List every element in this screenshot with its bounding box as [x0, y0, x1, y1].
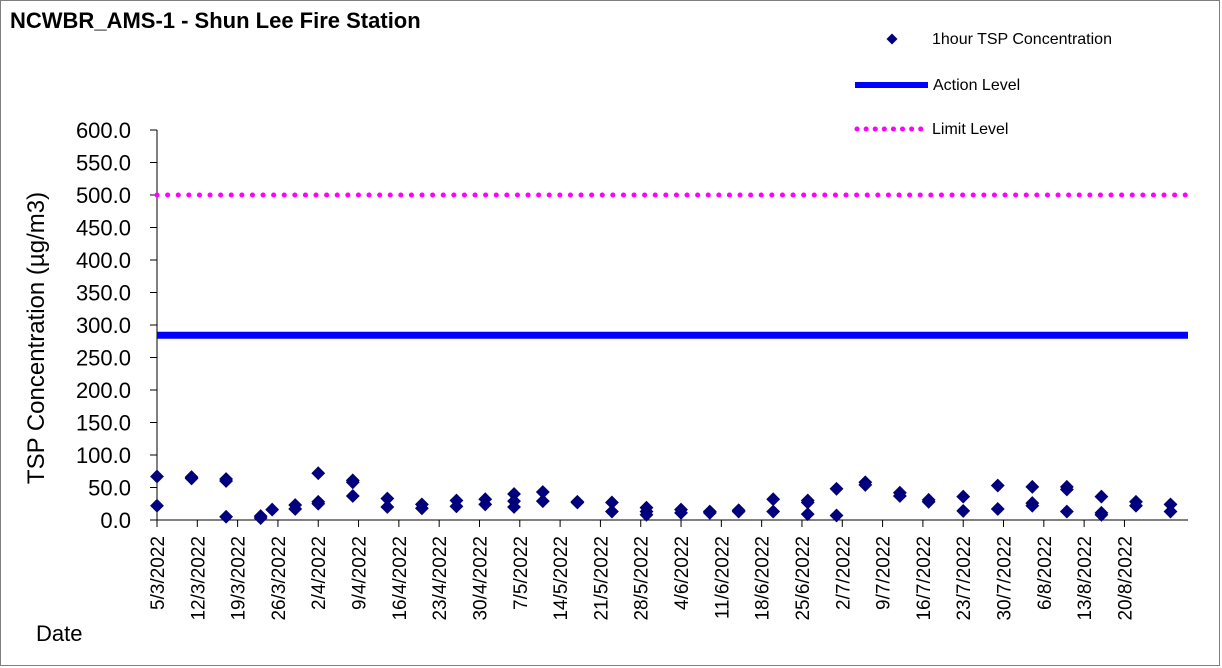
y-tick-label: 100.0	[76, 443, 131, 468]
data-point	[345, 475, 360, 490]
data-point	[956, 489, 971, 504]
data-point	[288, 502, 303, 516]
data-point	[829, 481, 844, 496]
y-tick-label: 450.0	[76, 216, 131, 241]
x-tick-label: 7/5/2022	[511, 536, 532, 610]
chart-title: NCWBR_AMS-1 - Shun Lee Fire Station	[10, 8, 421, 33]
x-tick-label: 5/3/2022	[148, 536, 169, 610]
x-tick-label: 12/3/2022	[188, 536, 209, 621]
data-point	[766, 492, 781, 507]
x-tick-label: 2/4/2022	[309, 536, 330, 610]
data-point	[265, 502, 280, 517]
x-tick-label: 23/7/2022	[954, 536, 975, 621]
data-point	[507, 500, 521, 514]
data-point	[1025, 498, 1040, 513]
data-point	[639, 507, 654, 522]
data-point	[892, 489, 907, 503]
data-point	[829, 508, 844, 523]
x-tick-label: 6/8/2022	[1035, 536, 1056, 610]
data-point	[990, 478, 1005, 493]
x-tick-label: 21/5/2022	[591, 536, 612, 621]
data-point	[345, 489, 360, 503]
y-tick-label: 600.0	[76, 118, 131, 143]
legend-label-limit-level: Limit Level	[932, 121, 1008, 138]
data-point	[414, 501, 429, 516]
x-tick-label: 28/5/2022	[632, 536, 653, 621]
data-point	[150, 469, 164, 484]
data-point	[449, 499, 464, 514]
data-point	[702, 505, 717, 520]
legend-label-tsp-concentration: 1hour TSP Concentration	[932, 31, 1112, 48]
data-point	[1025, 479, 1040, 494]
y-tick-label: 150.0	[76, 411, 131, 436]
data-point	[311, 496, 326, 511]
data-point	[478, 497, 493, 512]
x-tick-label: 30/7/2022	[995, 536, 1016, 621]
data-point	[253, 511, 268, 525]
data-point	[1059, 482, 1074, 497]
y-tick-label: 400.0	[76, 248, 131, 273]
data-point	[800, 507, 815, 522]
legend-label-action-level: Action Level	[933, 77, 1020, 94]
x-tick-label: 4/6/2022	[672, 536, 693, 610]
x-tick-label: 20/8/2022	[1115, 536, 1136, 621]
data-point	[150, 498, 164, 513]
y-axis-label: TSP Concentration (µg/m3)	[23, 192, 50, 484]
data-point	[570, 495, 585, 510]
y-tick-label: 50.0	[88, 476, 131, 501]
x-tick-label: 19/3/2022	[229, 536, 250, 621]
x-tick-label: 30/4/2022	[470, 536, 491, 621]
data-point	[184, 471, 199, 486]
data-point	[858, 477, 873, 492]
x-tick-label: 9/7/2022	[874, 536, 895, 610]
x-tick-label: 16/7/2022	[914, 536, 935, 621]
y-tick-label: 350.0	[76, 281, 131, 306]
x-tick-label: 18/6/2022	[753, 536, 774, 621]
data-point	[219, 474, 234, 488]
y-tick-label: 300.0	[76, 313, 131, 338]
x-axis-label: Date	[36, 621, 82, 646]
legend-marker-tsp-concentration	[886, 33, 898, 45]
data-point	[800, 495, 815, 510]
y-tick-label: 500.0	[76, 183, 131, 208]
x-tick-label: 14/5/2022	[551, 536, 572, 621]
x-tick-label: 13/8/2022	[1075, 536, 1096, 621]
data-point	[535, 494, 550, 509]
data-point	[674, 505, 688, 520]
data-point	[1059, 504, 1074, 519]
x-tick-label: 23/4/2022	[430, 536, 451, 621]
data-point	[380, 500, 395, 514]
data-point	[990, 502, 1005, 516]
data-point	[311, 466, 326, 481]
chart-legend: 1hour TSP Concentration Action Level Lim…	[854, 31, 1112, 138]
y-tick-label: 550.0	[76, 151, 131, 176]
y-tick-label: 250.0	[76, 346, 131, 371]
y-tick-label: 200.0	[76, 378, 131, 403]
data-point	[731, 504, 746, 519]
x-tick-label: 2/7/2022	[833, 536, 854, 610]
plot-area: 0.0 50.0 100.0 150.0 200.0 250.0 300.0 350.0 400…	[76, 118, 1191, 621]
data-point	[1129, 498, 1143, 513]
data-point	[766, 504, 781, 519]
data-point	[921, 494, 936, 509]
data-point	[605, 504, 619, 519]
y-tick-label: 0.0	[100, 508, 131, 533]
x-tick-label: 11/6/2022	[712, 536, 733, 619]
x-tick-label: 16/4/2022	[390, 536, 411, 621]
x-tick-label: 9/4/2022	[350, 536, 371, 610]
x-tick-label: 26/3/2022	[269, 536, 290, 621]
data-point	[219, 509, 234, 524]
data-point	[1094, 489, 1109, 504]
data-point	[1163, 504, 1178, 519]
x-tick-label: 25/6/2022	[793, 536, 814, 621]
data-point	[956, 503, 971, 518]
data-point	[1094, 507, 1109, 522]
